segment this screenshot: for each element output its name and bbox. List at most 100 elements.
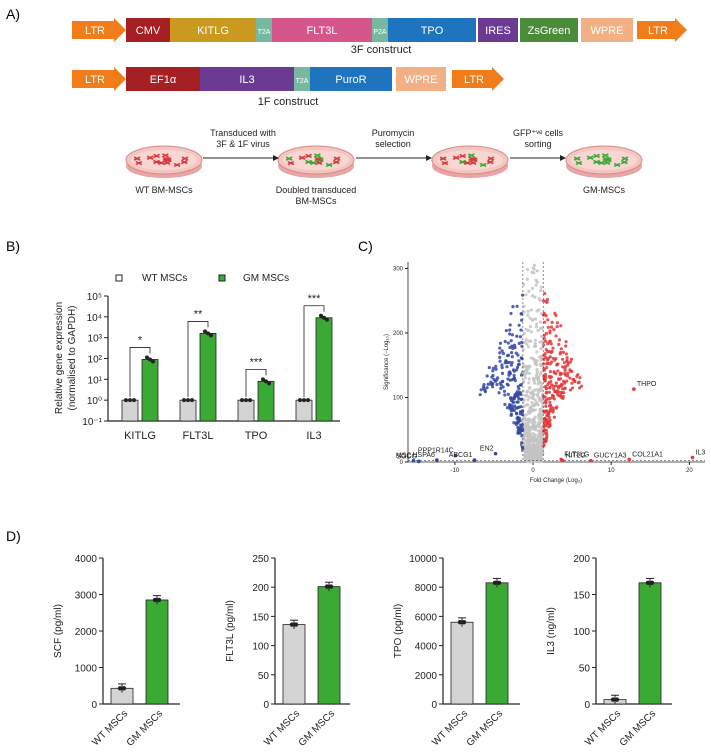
c-point <box>554 406 558 410</box>
construct3f-p2a <box>372 18 388 42</box>
c-point <box>526 434 530 438</box>
c-point <box>547 374 552 379</box>
c-point <box>510 351 514 355</box>
d4-point <box>645 580 651 586</box>
c-point <box>568 376 572 380</box>
b-y-tick-label: 10² <box>88 355 103 366</box>
c-point <box>526 309 530 313</box>
c-point-labeled <box>493 451 498 456</box>
b-bar-gm <box>199 333 217 422</box>
d4-y-axis-label: IL3 (ng/ml) <box>546 607 557 655</box>
b-significance-label: *** <box>308 293 322 305</box>
c-point <box>512 408 516 412</box>
b-point-gm <box>203 329 207 334</box>
c-point <box>521 400 525 404</box>
c-point <box>535 393 539 398</box>
workflow-dish-4-cell <box>601 153 609 158</box>
c-point <box>540 326 544 330</box>
c-point <box>548 396 552 401</box>
workflow-dish-3-cell <box>441 160 449 166</box>
c-point <box>515 304 519 308</box>
d1-point <box>152 597 158 603</box>
c-point <box>540 334 544 339</box>
c-point <box>529 308 533 312</box>
c-point <box>528 364 532 368</box>
construct3f-cmv <box>126 18 170 42</box>
c-point <box>532 344 537 348</box>
d1-bar <box>145 599 169 705</box>
c-point <box>515 368 519 372</box>
d2-x-tick-label: WT MSCs <box>262 708 302 748</box>
b-point-wt <box>124 398 128 403</box>
c-point <box>526 345 531 349</box>
construct1f-wpre-label: WPRE <box>405 74 438 86</box>
c-point <box>520 318 524 322</box>
c-point <box>517 426 522 430</box>
c-point <box>546 342 550 346</box>
workflow-step-label: Puromycin <box>372 128 415 138</box>
c-point <box>530 455 535 459</box>
b-point-gm <box>264 379 268 384</box>
construct3f-zsgreen-label: ZsGreen <box>528 25 571 37</box>
workflow-dish-1-cell <box>180 159 188 165</box>
c-point <box>548 423 552 427</box>
c-point <box>528 386 532 391</box>
d3-x-tick-label: GM MSCs <box>465 708 505 748</box>
b-y-tick-label: 10¹ <box>88 375 103 386</box>
c-point <box>486 382 490 386</box>
c-point <box>549 379 553 384</box>
c-x-tick-label: -10 <box>451 468 460 474</box>
c-point <box>531 418 536 422</box>
c-x-axis-label: Fold Change (Log₂) <box>530 478 582 484</box>
c-point <box>523 394 528 398</box>
workflow-dish-1-cell <box>158 160 165 166</box>
c-point <box>515 334 519 338</box>
construct3f-caption: 3F construct <box>351 44 412 56</box>
c-point <box>524 327 528 331</box>
c-point <box>523 376 528 380</box>
c-point <box>541 431 545 436</box>
c-point <box>495 378 499 382</box>
c-point <box>494 364 498 368</box>
workflow-dish-2-cell <box>313 153 321 158</box>
c-point <box>481 385 486 389</box>
c-point <box>554 313 558 317</box>
c-point <box>555 363 559 367</box>
b-point-wt <box>132 398 136 403</box>
c-point <box>530 400 534 405</box>
c-point <box>498 341 503 345</box>
c-point <box>535 370 540 374</box>
c-point <box>553 358 557 362</box>
d1-x-tick-label: WT MSCs <box>90 708 130 748</box>
c-point <box>530 436 534 440</box>
d1-y-tick-label: 3000 <box>75 591 98 602</box>
c-point <box>535 388 539 392</box>
workflow-arrow-head <box>560 155 566 161</box>
c-point <box>535 363 539 367</box>
c-point-labeled <box>589 458 593 463</box>
c-point <box>527 377 531 381</box>
b-point-gm <box>209 333 213 338</box>
workflow-dish-2-cell <box>310 160 317 166</box>
b-y-tick-label: 10⁴ <box>87 313 102 324</box>
c-point <box>562 391 566 395</box>
c-point <box>557 338 562 342</box>
workflow-dish-2-cell <box>285 156 293 161</box>
c-point <box>509 396 513 400</box>
workflow-dish-2-cell <box>325 162 333 168</box>
c-point <box>510 361 514 365</box>
c-point <box>521 282 526 286</box>
c-point <box>559 324 563 328</box>
b-x-tick-label: TPO <box>245 430 268 442</box>
workflow-dish-2-cell <box>305 159 312 165</box>
c-point <box>504 359 508 364</box>
c-point <box>543 291 547 296</box>
c-point <box>557 342 561 347</box>
c-point <box>540 440 544 444</box>
workflow-arrow-head <box>426 155 432 161</box>
c-point <box>544 390 548 394</box>
c-point <box>522 442 526 446</box>
c-point <box>529 443 533 447</box>
c-point <box>549 405 554 410</box>
c-point <box>520 312 524 316</box>
